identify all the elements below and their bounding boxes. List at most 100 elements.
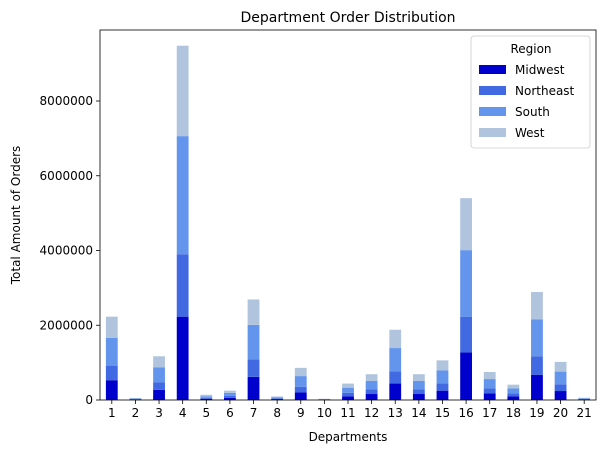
bar-midwest-dept-12 (365, 394, 378, 400)
bar-south-dept-11 (342, 387, 354, 393)
bar-south-dept-12 (365, 380, 378, 390)
bar-northeast-dept-5 (200, 397, 213, 399)
x-tick-label: 2 (132, 406, 140, 420)
bar-south-dept-1 (105, 337, 118, 366)
bar-west-dept-7 (247, 299, 260, 325)
bar-midwest-dept-7 (247, 376, 260, 400)
x-tick-label: 14 (411, 406, 426, 420)
bar-northeast-dept-16 (460, 316, 472, 353)
bar-midwest-dept-17 (483, 393, 496, 400)
bar-northeast-dept-6 (224, 395, 236, 398)
y-axis-ticks: 0 2000000 4000000 6000000 8000000 (40, 94, 100, 407)
bar-midwest-dept-1 (105, 380, 118, 400)
bar-west-dept-12 (365, 374, 378, 381)
bar-northeast-dept-14 (412, 389, 425, 395)
bar-south-dept-20 (554, 371, 567, 385)
bar-south-dept-8 (271, 397, 284, 399)
bar-south-dept-19 (531, 319, 543, 357)
y-tick-label: 0 (85, 393, 93, 407)
x-tick-label: 3 (155, 406, 163, 420)
y-tick-label: 2000000 (40, 318, 93, 332)
bar-northeast-dept-20 (554, 384, 567, 392)
bar-midwest-dept-3 (153, 389, 165, 400)
bar-midwest-dept-11 (342, 396, 354, 400)
x-tick-label: 20 (553, 406, 568, 420)
bar-west-dept-15 (436, 360, 449, 371)
x-tick-label: 16 (458, 406, 473, 420)
bar-northeast-dept-17 (483, 388, 496, 394)
bar-midwest-dept-6 (224, 397, 236, 400)
bar-midwest-dept-15 (436, 390, 449, 400)
x-tick-label: 18 (506, 406, 521, 420)
bar-west-dept-4 (176, 45, 189, 137)
bar-south-dept-5 (200, 396, 213, 398)
x-tick-label: 15 (435, 406, 450, 420)
bar-northeast-dept-18 (507, 393, 520, 397)
bar-midwest-dept-8 (271, 399, 284, 400)
x-tick-label: 19 (529, 406, 544, 420)
bar-west-dept-6 (224, 390, 236, 393)
legend-swatch-midwest (479, 65, 506, 74)
y-tick-label: 8000000 (40, 94, 93, 108)
bar-west-dept-3 (153, 356, 165, 368)
bar-northeast-dept-11 (342, 392, 354, 397)
x-tick-label: 7 (250, 406, 258, 420)
bar-midwest-dept-16 (460, 352, 472, 400)
x-tick-label: 5 (202, 406, 210, 420)
bar-midwest-dept-5 (200, 398, 213, 400)
bars-layer (105, 45, 591, 400)
bar-south-dept-14 (412, 380, 425, 390)
bar-south-dept-16 (460, 250, 472, 317)
x-tick-label: 17 (482, 406, 497, 420)
bar-west-dept-11 (342, 383, 354, 388)
x-tick-label: 9 (297, 406, 305, 420)
bar-midwest-dept-13 (389, 383, 402, 400)
legend-label-south: South (515, 105, 550, 119)
bar-west-dept-16 (460, 198, 472, 251)
bar-midwest-dept-18 (507, 396, 520, 400)
y-axis-label: Total Amount of Orders (9, 146, 23, 286)
legend-label-midwest: Midwest (515, 63, 565, 77)
bar-south-dept-18 (507, 388, 520, 394)
bar-midwest-dept-20 (554, 391, 567, 400)
bar-south-dept-6 (224, 392, 236, 396)
bar-south-dept-2 (129, 398, 142, 400)
legend-swatch-south (479, 107, 506, 116)
legend-box (470, 35, 591, 149)
legend-swatch-west (479, 128, 506, 137)
x-tick-label: 21 (577, 406, 592, 420)
bar-northeast-dept-13 (389, 371, 402, 384)
bar-south-dept-13 (389, 348, 402, 372)
bar-west-dept-18 (507, 384, 520, 389)
bar-midwest-dept-19 (531, 374, 543, 400)
bar-west-dept-17 (483, 371, 496, 380)
legend: Region Midwest Northeast South West (470, 35, 591, 149)
bar-south-dept-9 (294, 376, 307, 387)
bar-northeast-dept-12 (365, 389, 378, 395)
bar-northeast-dept-7 (247, 359, 260, 377)
x-tick-label: 1 (108, 406, 116, 420)
y-tick-label: 6000000 (40, 169, 93, 183)
x-tick-label: 6 (226, 406, 234, 420)
bar-west-dept-9 (294, 367, 307, 377)
legend-label-west: West (515, 126, 545, 140)
legend-title: Region (510, 42, 551, 56)
bar-northeast-dept-15 (436, 383, 449, 391)
x-tick-label: 11 (340, 406, 355, 420)
bar-northeast-dept-3 (153, 382, 165, 390)
legend-items: Midwest Northeast South West (479, 63, 575, 140)
x-tick-label: 13 (388, 406, 403, 420)
bar-west-dept-5 (200, 394, 213, 397)
legend-swatch-northeast (479, 86, 506, 95)
y-tick-label: 4000000 (40, 244, 93, 258)
bar-south-dept-3 (153, 367, 165, 383)
bar-midwest-dept-9 (294, 392, 307, 400)
bar-south-dept-21 (578, 398, 591, 399)
bar-south-dept-17 (483, 379, 496, 389)
bar-west-dept-14 (412, 374, 425, 381)
bar-midwest-dept-14 (412, 394, 425, 400)
bar-northeast-dept-1 (105, 365, 118, 381)
x-tick-label: 8 (273, 406, 281, 420)
bar-south-dept-4 (176, 136, 189, 255)
